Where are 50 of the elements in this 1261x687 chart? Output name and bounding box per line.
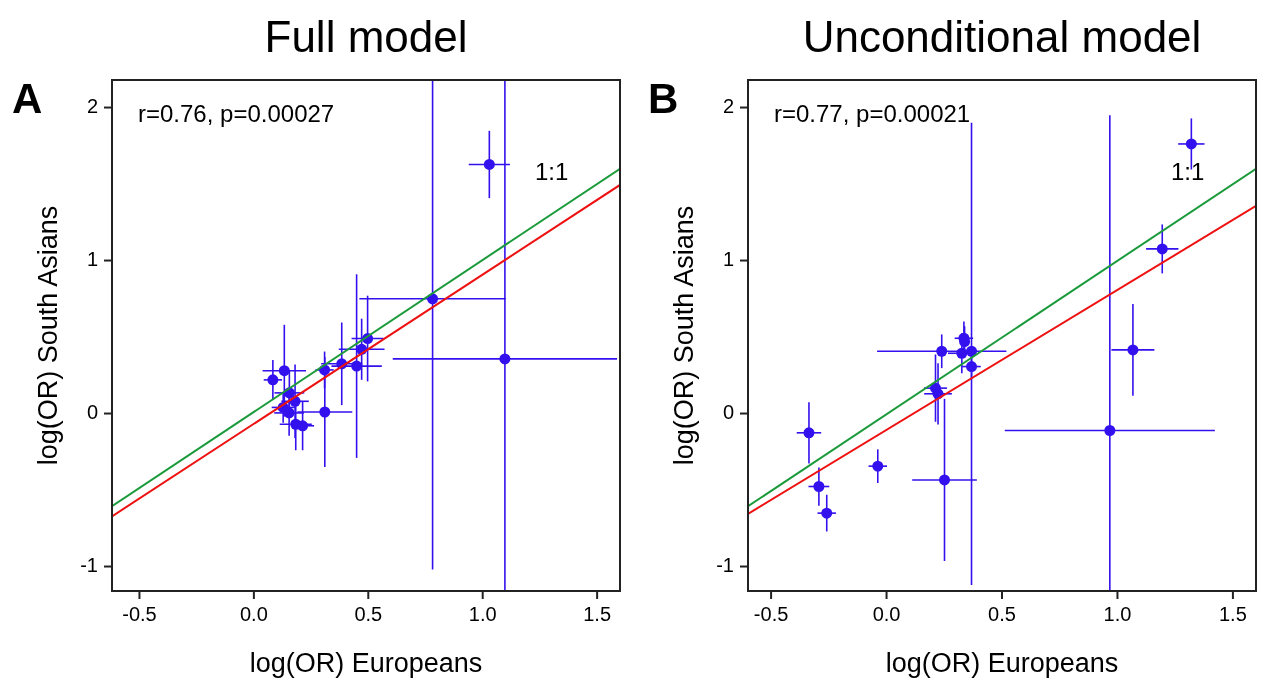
point: [1185, 138, 1197, 150]
point: [936, 345, 948, 357]
point: [966, 361, 978, 373]
y-axis-title: log(OR) South Asians: [33, 205, 63, 466]
y-tick-label: 2: [722, 94, 734, 117]
point: [813, 481, 825, 493]
point: [278, 365, 290, 377]
annotation: 1:1: [1171, 158, 1205, 185]
x-tick-label: 1.5: [583, 603, 612, 625]
point: [499, 353, 511, 365]
point: [267, 374, 279, 386]
annotation: r=0.76, p=0.00027: [138, 100, 335, 127]
text: B: [648, 75, 679, 122]
y-tick-label: 0: [86, 400, 98, 423]
point: [1127, 344, 1139, 356]
annotation: r=0.77, p=0.00021: [774, 100, 971, 127]
point: [483, 158, 495, 170]
point: [319, 406, 331, 418]
point: [297, 420, 309, 432]
x-tick-label: 1.0: [1103, 603, 1132, 625]
x-tick-label: 0.5: [354, 603, 383, 625]
x-tick-label: 0.5: [988, 603, 1016, 625]
y-tick-label: 1: [86, 247, 98, 270]
point: [872, 460, 884, 472]
text: A: [12, 75, 43, 122]
x-axis-title: log(OR) Europeans: [885, 648, 1119, 678]
point: [821, 507, 833, 519]
point: [956, 347, 968, 359]
point: [939, 474, 950, 486]
x-tick-label: -0.5: [753, 603, 789, 625]
point: [283, 407, 295, 419]
annotation: 1:1: [535, 158, 569, 185]
x-axis-title: log(OR) Europeans: [249, 648, 483, 678]
x-tick-label: 1.5: [1219, 603, 1247, 625]
point: [966, 345, 978, 357]
y-axis-title: log(OR) South Asians: [669, 205, 699, 466]
chart-title: Unconditional model: [802, 12, 1202, 61]
point: [1104, 425, 1116, 437]
x-tick-label: 0.0: [239, 603, 268, 625]
x-tick-label: 0.0: [872, 603, 901, 625]
point: [1156, 243, 1168, 255]
y-tick-label: 0: [722, 400, 734, 423]
x-tick-label: 1.0: [468, 603, 497, 625]
y-tick-label: 2: [86, 94, 98, 117]
y-tick-label: -1: [80, 553, 98, 576]
x-tick-label: -0.5: [122, 603, 157, 625]
y-tick-label: 1: [722, 247, 734, 270]
point: [803, 427, 815, 439]
chart-title: Full model: [264, 12, 468, 61]
y-tick-label: -1: [716, 553, 734, 576]
